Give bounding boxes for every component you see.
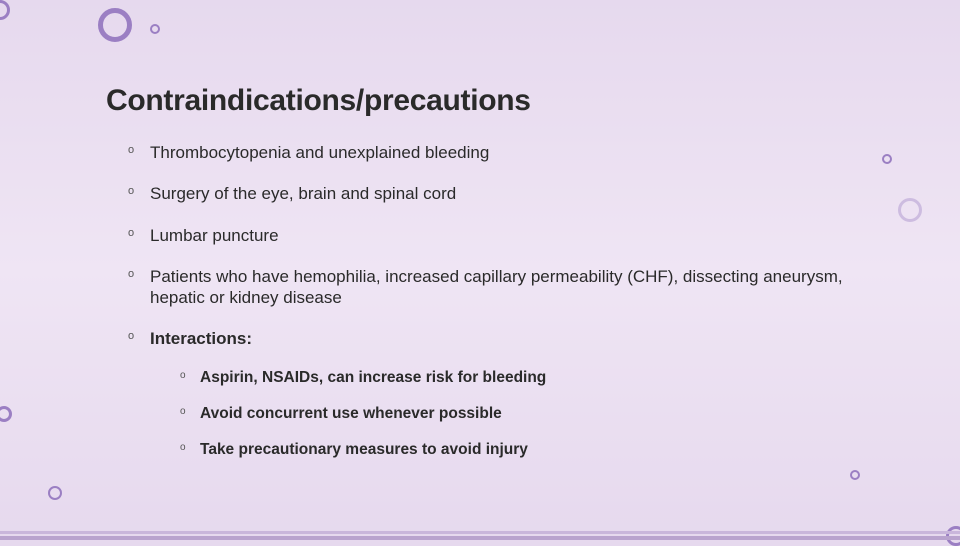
list-item: Patients who have hemophilia, increased …	[128, 266, 890, 309]
decor-circle-icon	[98, 8, 132, 42]
decor-circle-icon	[48, 486, 62, 500]
decor-circle-icon	[0, 0, 10, 20]
bullet-text: Patients who have hemophilia, increased …	[150, 267, 843, 307]
list-item: Thrombocytopenia and unexplained bleedin…	[128, 142, 890, 163]
slide-content: Contraindications/precautions Thrombocyt…	[106, 84, 890, 480]
bullet-list: Thrombocytopenia and unexplained bleedin…	[106, 142, 890, 460]
list-item: Lumbar puncture	[128, 225, 890, 246]
decor-circle-icon	[898, 198, 922, 222]
list-item: Interactions: Aspirin, NSAIDs, can incre…	[128, 328, 890, 460]
bullet-text: Avoid concurrent use whenever possible	[200, 405, 502, 422]
footer-rule	[0, 536, 960, 540]
footer-rule	[0, 531, 960, 534]
bullet-text: Aspirin, NSAIDs, can increase risk for b…	[200, 369, 546, 386]
sub-bullet-list: Aspirin, NSAIDs, can increase risk for b…	[150, 368, 890, 460]
list-item: Surgery of the eye, brain and spinal cor…	[128, 183, 890, 204]
bullet-text: Take precautionary measures to avoid inj…	[200, 441, 528, 458]
decor-circle-icon	[150, 24, 160, 34]
bullet-text: Thrombocytopenia and unexplained bleedin…	[150, 143, 489, 162]
slide-title: Contraindications/precautions	[106, 84, 890, 118]
bullet-text: Lumbar puncture	[150, 226, 279, 245]
list-item: Take precautionary measures to avoid inj…	[180, 440, 890, 460]
bullet-text: Surgery of the eye, brain and spinal cor…	[150, 184, 456, 203]
decor-circle-icon	[0, 406, 12, 422]
list-item: Aspirin, NSAIDs, can increase risk for b…	[180, 368, 890, 388]
list-item: Avoid concurrent use whenever possible	[180, 404, 890, 424]
bullet-text: Interactions:	[150, 329, 252, 348]
